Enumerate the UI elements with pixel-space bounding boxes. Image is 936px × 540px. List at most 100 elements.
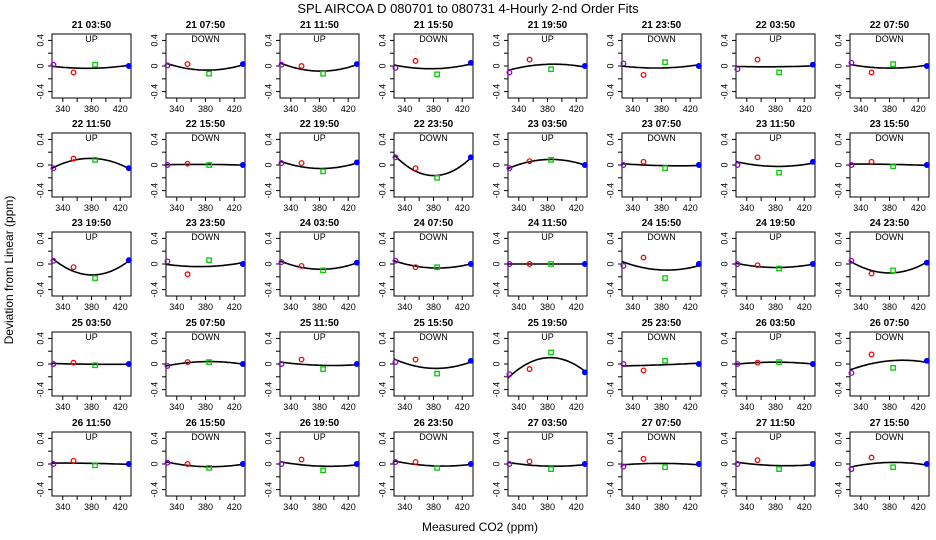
panel-time-label: 22 19:50 [300,119,340,130]
x-tick-label: 420 [341,104,356,114]
x-tick-label: 380 [198,502,213,512]
y-tick-label: -0.4 [35,183,45,199]
y-tick-label: 0 [833,261,843,266]
panel-time-label: 21 11:50 [300,20,339,31]
panel-direction-label: DOWN [191,34,220,44]
panel-time-label: 21 23:50 [642,20,682,31]
data-point [353,259,360,266]
data-point [620,60,627,67]
panel-direction-label: DOWN [875,232,904,242]
panel-time-label: 23 15:50 [870,119,910,130]
fit-curve [165,163,246,166]
y-tick-label: 0.4 [377,332,387,345]
data-point [320,70,326,77]
data-point [434,174,440,181]
data-point [868,454,875,461]
y-tick-label: 0 [605,461,615,466]
data-point [640,367,647,374]
x-tick-label: 380 [198,104,213,114]
y-tick-label: 0.4 [719,432,729,445]
data-point [662,59,668,66]
data-point [206,70,212,77]
data-point [809,361,816,367]
y-tick-label: -0.4 [491,382,501,398]
data-point [125,63,132,69]
y-tick-label: -0.4 [833,183,843,199]
data-point [548,157,554,163]
panel-time-label: 22 03:50 [756,20,796,31]
data-point [923,63,930,69]
data-point [848,162,855,168]
data-point [70,264,77,271]
x-tick-label: 340 [55,302,70,312]
y-tick-label: 0.4 [149,432,159,445]
data-point [506,371,513,378]
x-tick-label: 420 [797,302,812,312]
y-tick-label: 0.4 [491,432,501,445]
data-point [581,261,588,267]
y-tick-label: 0.4 [833,332,843,345]
x-tick-label: 380 [768,203,783,213]
y-tick-label: 0.4 [377,232,387,245]
x-tick-label: 420 [113,302,128,312]
x-tick-label: 340 [853,402,868,412]
x-tick-label: 340 [55,502,70,512]
x-tick-label: 340 [625,302,640,312]
x-tick-label: 380 [768,502,783,512]
panel-time-label: 26 15:50 [186,418,226,429]
y-tick-label: 0 [35,261,45,266]
panel-direction-label: DOWN [191,432,220,442]
data-point [70,457,77,464]
y-tick-label: 0 [149,63,159,68]
x-tick-label: 420 [683,502,698,512]
data-point [467,261,474,267]
y-tick-label: 0 [377,63,387,68]
fit-curve [507,461,588,467]
data-point [298,356,305,363]
data-point [526,56,533,63]
y-tick-label: 0 [377,162,387,167]
y-tick-label: 0.4 [491,133,501,146]
x-tick-label: 380 [768,104,783,114]
y-tick-label: -0.4 [605,482,615,498]
y-tick-label: 0 [263,261,273,266]
data-point [620,262,627,269]
data-point [581,63,588,69]
data-point [734,162,741,168]
y-tick-label: -0.4 [719,84,729,100]
y-tick-label: -0.4 [833,382,843,398]
x-tick-label: 340 [397,203,412,213]
panel-direction-label: UP [769,34,782,44]
panel-time-label: 25 03:50 [72,318,112,329]
data-point [50,361,57,367]
chart-title: SPL AIRCOA D 080701 to 080731 4-Hourly 2… [297,1,639,16]
panel-time-label: 23 11:50 [756,119,795,130]
panel-direction-label: UP [313,133,326,143]
y-tick-label: 0 [605,361,615,366]
data-point [548,349,554,356]
data-point [125,361,132,367]
panel-time-label: 25 15:50 [414,318,454,329]
x-tick-label: 380 [312,402,327,412]
x-tick-label: 420 [227,203,242,213]
data-point [923,357,930,364]
y-tick-label: 0.4 [263,332,273,345]
data-point [581,162,588,168]
x-tick-label: 380 [654,502,669,512]
data-point [848,466,855,473]
y-tick-label: 0 [263,162,273,167]
x-tick-label: 380 [84,502,99,512]
x-tick-label: 420 [227,302,242,312]
fit-curve [735,262,816,269]
data-point [581,461,588,467]
x-tick-label: 420 [797,502,812,512]
y-tick-label: -0.4 [491,482,501,498]
panel-time-label: 25 19:50 [528,318,568,329]
fit-curve [507,158,588,170]
data-point [206,257,212,264]
y-tick-label: 0 [833,63,843,68]
y-tick-label: -0.4 [149,382,159,398]
data-point [640,254,647,261]
data-point [506,261,513,267]
